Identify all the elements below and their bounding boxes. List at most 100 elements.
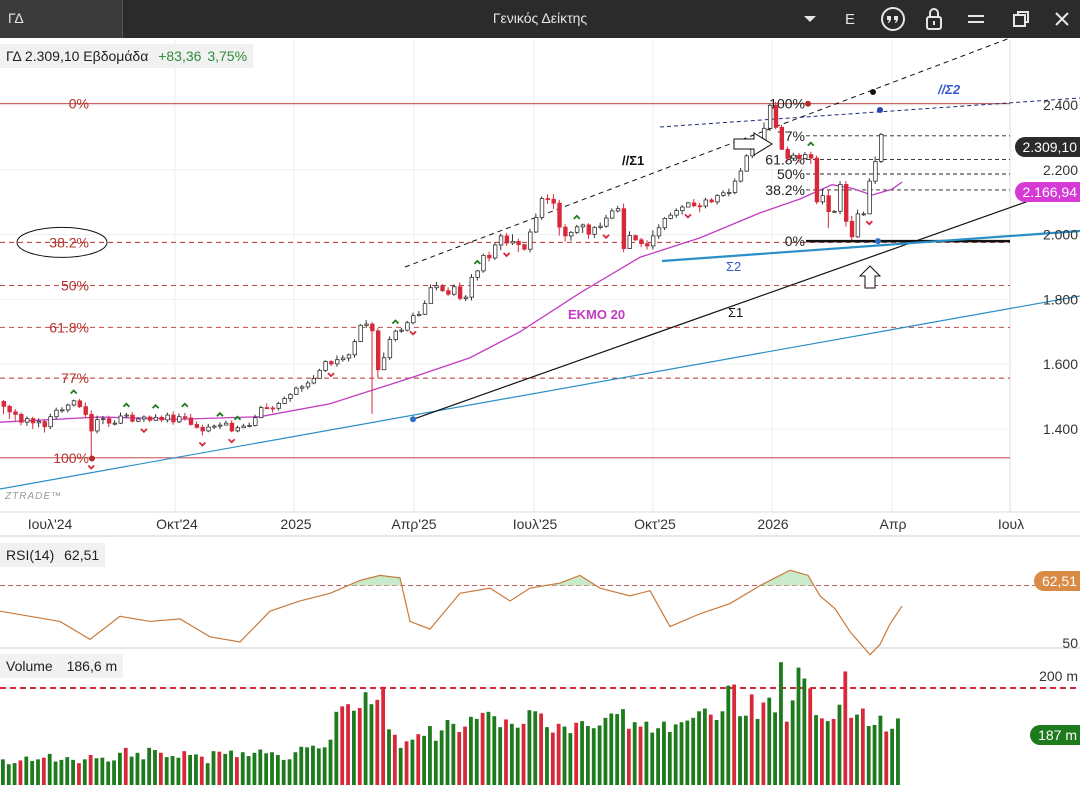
candle-body xyxy=(656,227,662,237)
currency-button[interactable]: E xyxy=(844,10,855,28)
candle-body xyxy=(165,414,170,421)
volume-bar xyxy=(275,754,280,785)
volume-bar xyxy=(106,761,111,785)
annotations: //Σ1 //Σ2 Σ2 Σ1 xyxy=(622,82,961,320)
volume-bar xyxy=(252,752,257,785)
candle-body xyxy=(487,254,492,259)
volume-bar xyxy=(287,759,292,785)
volume-bar xyxy=(270,752,274,785)
rsi-overbought-fill xyxy=(348,575,402,586)
candle-body xyxy=(873,160,878,182)
fibonacci-levels: 0%38.2%50%61.8%77%100%100%77%61.8%50%38.… xyxy=(0,96,1010,466)
candle-body xyxy=(83,406,88,415)
fib-label: 61.8% xyxy=(49,319,89,335)
candle-body xyxy=(311,378,317,384)
candle-body xyxy=(662,217,668,229)
candle-body xyxy=(282,398,287,404)
candle-body xyxy=(727,192,732,194)
volume-bar xyxy=(720,711,725,785)
candle-body xyxy=(182,416,188,419)
candles xyxy=(1,100,884,470)
volume-bar xyxy=(100,757,105,785)
candle-body xyxy=(253,417,258,426)
volume-bar xyxy=(872,724,877,785)
volume-bar xyxy=(123,747,128,785)
fractal-down-marker xyxy=(327,372,335,378)
candle-body xyxy=(615,208,621,212)
arrow-up-icon xyxy=(858,265,882,289)
dropdown-chevron-icon[interactable] xyxy=(795,4,825,34)
candle-body xyxy=(118,415,123,424)
volume-bar xyxy=(375,699,380,785)
volume-bar xyxy=(240,752,245,785)
candle-body xyxy=(586,224,591,235)
candle-body xyxy=(861,213,866,216)
quote-bubble-icon xyxy=(881,7,905,31)
volume-bar xyxy=(451,723,456,785)
volume-bar xyxy=(194,754,198,785)
lock-button[interactable] xyxy=(919,4,949,34)
volume-bar xyxy=(94,758,99,785)
fib-label: 77% xyxy=(61,370,89,386)
close-button[interactable] xyxy=(1047,4,1077,34)
volume-bar xyxy=(556,723,561,785)
minimize-button[interactable] xyxy=(961,4,991,34)
volume-bar xyxy=(632,722,637,785)
quote-price: 2.309,10 xyxy=(24,48,80,64)
price-tick-label: 1.400 xyxy=(1043,421,1078,437)
volume-bar xyxy=(182,751,187,785)
candle-body xyxy=(808,154,814,159)
candle-body xyxy=(65,404,71,411)
symbol-tab-label: ΓΔ xyxy=(8,10,24,26)
volume-bar xyxy=(404,741,409,785)
candle-body xyxy=(375,330,381,371)
trendline-long-blue xyxy=(0,295,1080,490)
fractal-down-marker xyxy=(228,438,236,444)
volume-bar xyxy=(533,711,538,785)
volume-last-badge: 187 m xyxy=(1030,725,1080,745)
candle-body xyxy=(177,416,182,423)
restore-button[interactable] xyxy=(1006,4,1036,34)
candle-body xyxy=(522,244,527,250)
fractal-down-marker xyxy=(198,441,207,447)
channel-sigma2 xyxy=(659,97,1080,128)
volume-bar xyxy=(59,759,64,785)
anchor-point xyxy=(875,238,881,245)
quote-icon[interactable] xyxy=(878,4,908,34)
swing-low-point xyxy=(89,455,95,462)
volume-bar xyxy=(796,667,801,785)
candle-body xyxy=(469,276,474,298)
volume-bar xyxy=(334,711,339,785)
candle-body xyxy=(13,411,18,415)
volume-bar xyxy=(685,720,690,785)
volume-bar xyxy=(521,723,526,785)
time-tick-label: 2025 xyxy=(280,516,311,532)
candle-body xyxy=(838,183,843,212)
volume-bar xyxy=(662,721,666,785)
volume-bar xyxy=(673,724,678,785)
fractal-down-marker xyxy=(502,252,511,258)
volume-bar xyxy=(550,732,555,785)
candle-body xyxy=(317,369,322,379)
candle-body xyxy=(627,235,632,249)
candle-body xyxy=(691,202,697,207)
candle-body xyxy=(803,154,808,159)
volume-bar xyxy=(732,684,737,785)
candle-body xyxy=(528,231,533,250)
candle-body xyxy=(709,199,714,203)
volume-bar xyxy=(568,733,573,785)
chart-canvas[interactable]: ZTRADE™ 0%38.2%50%61.8%77%100%100%77%61.… xyxy=(0,38,1080,801)
symbol-tab[interactable]: ΓΔ xyxy=(0,0,123,38)
volume-bar xyxy=(12,763,17,785)
fractal-down-marker xyxy=(140,428,148,434)
candle-body xyxy=(124,414,129,417)
volume-bar xyxy=(808,688,813,785)
volume-bar xyxy=(480,712,485,785)
candle-body xyxy=(346,354,352,359)
quote-period: Εβδομάδα xyxy=(83,48,149,64)
candle-body xyxy=(48,416,53,428)
candle-body xyxy=(235,427,240,432)
volume-bar xyxy=(638,726,643,785)
time-tick-label: Ιουλ'25 xyxy=(513,516,558,532)
ema-label: ΕΚΜΟ 20 xyxy=(568,307,625,322)
